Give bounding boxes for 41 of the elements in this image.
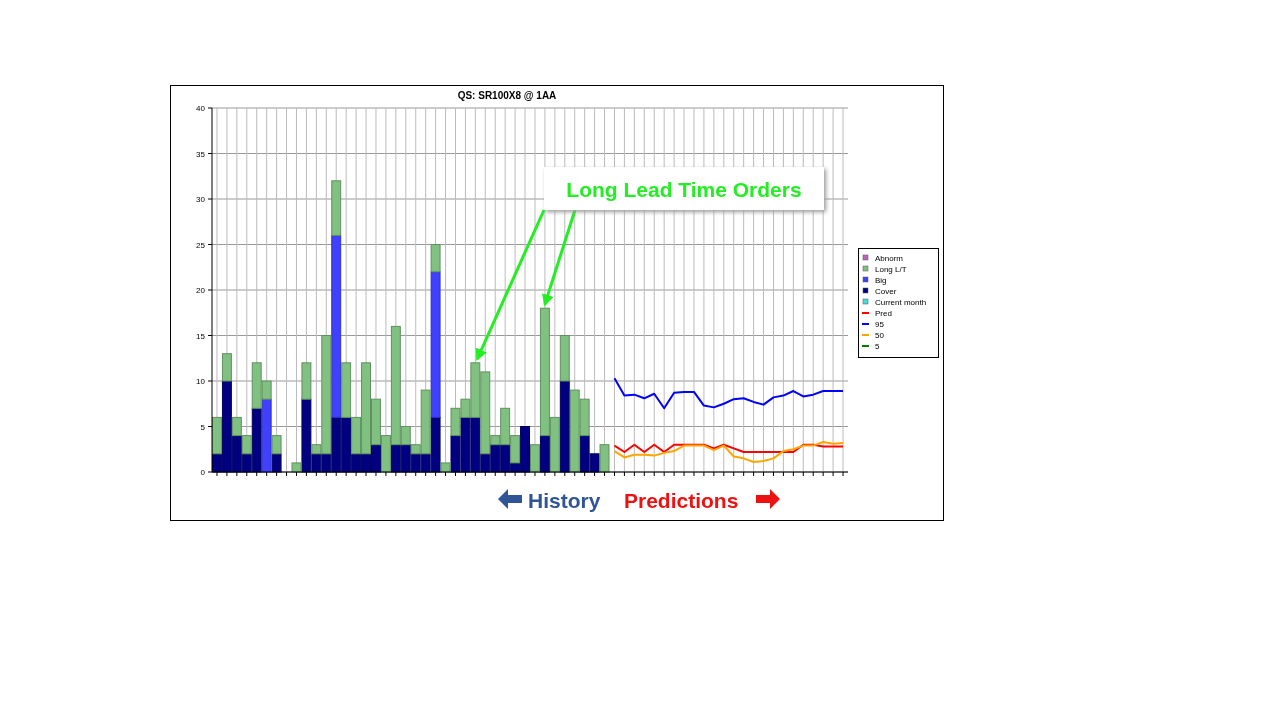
bar: [539, 435, 550, 473]
legend-label: 95: [875, 320, 885, 329]
annotation: Long Lead Time Orders: [566, 178, 802, 201]
line-series: [613, 377, 845, 410]
legend-label: 50: [875, 331, 885, 340]
bar: [430, 244, 441, 273]
y-tick-label: 0: [200, 468, 206, 477]
y-tick-label: 15: [196, 331, 206, 341]
legend-label: Long L/T: [875, 265, 907, 274]
y-tick-label: 40: [196, 104, 206, 113]
bar: [291, 462, 302, 473]
bar: [301, 362, 312, 400]
bar: [261, 398, 272, 473]
y-tick-label: 5: [200, 422, 206, 432]
y-tick-label: 10: [196, 377, 206, 386]
y-tick-label: 20: [196, 286, 206, 295]
legend-label: Pred: [875, 309, 892, 318]
y-tick-label: 35: [196, 149, 206, 159]
text: Predictions: [624, 489, 739, 512]
bar: [530, 444, 540, 473]
y-tick-label: 30: [196, 195, 206, 204]
bar: [559, 335, 570, 382]
bar: [440, 462, 451, 473]
chart-title: QS: SR100X8 @ 1AA: [457, 90, 557, 101]
bar: [331, 234, 342, 418]
legend-label: 5: [875, 342, 880, 351]
line-series: [613, 440, 845, 463]
y-tick-label: 25: [196, 240, 206, 250]
bar: [599, 444, 610, 473]
line-series: [613, 443, 845, 453]
bar: [221, 353, 232, 382]
bar: [430, 271, 441, 418]
bar: [559, 380, 570, 473]
legend-label: Current month: [875, 298, 927, 307]
bar: [331, 180, 342, 236]
bar: [212, 416, 222, 455]
bar: [271, 435, 282, 455]
legend-label: Abnorm: [875, 254, 904, 263]
text: History: [528, 489, 601, 512]
legend-label: Big: [875, 276, 887, 285]
legend-label: Cover: [875, 287, 897, 296]
